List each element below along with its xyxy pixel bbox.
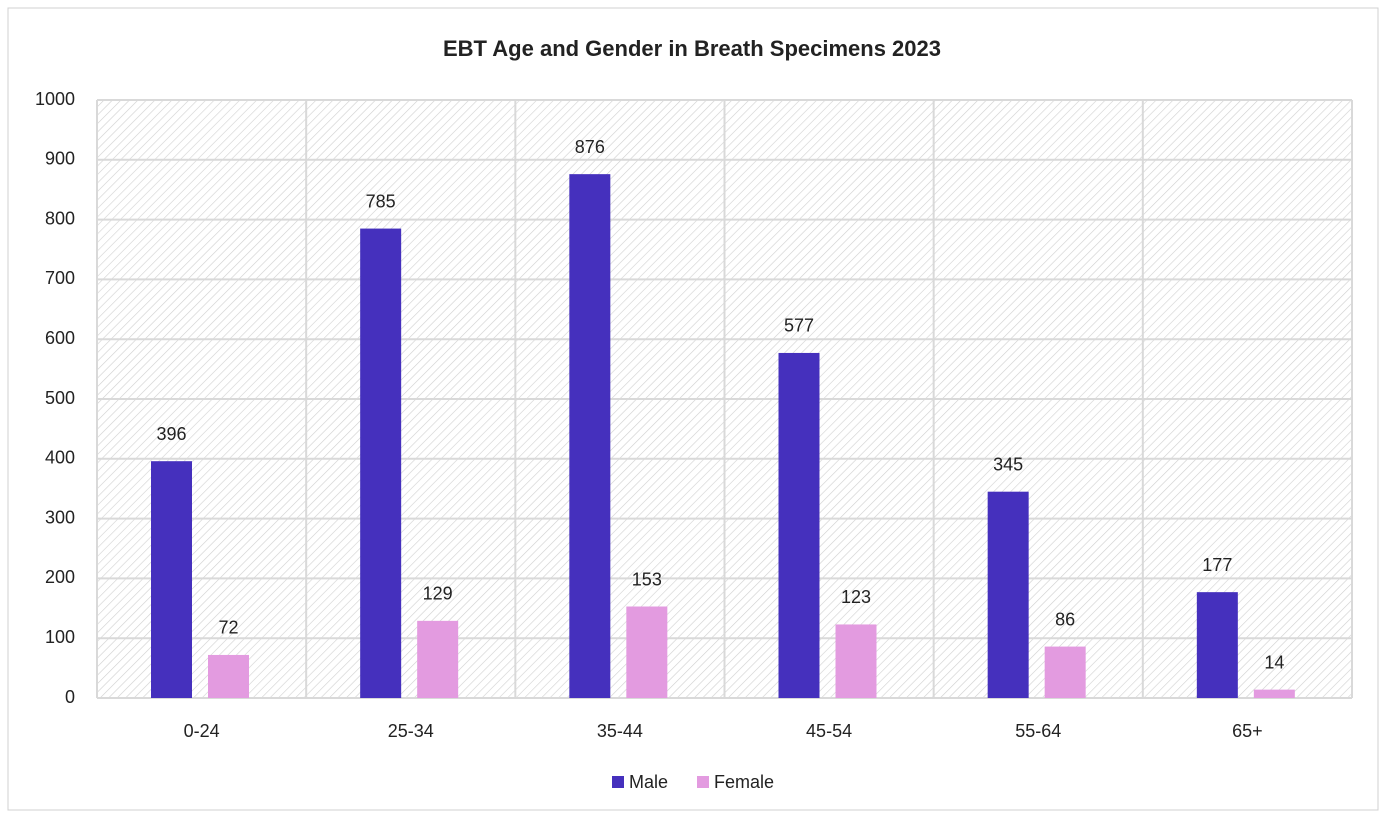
data-label: 14 bbox=[1264, 652, 1284, 672]
bar bbox=[1044, 646, 1086, 698]
y-tick-label: 700 bbox=[45, 268, 75, 288]
data-label: 129 bbox=[423, 584, 453, 604]
bar bbox=[626, 606, 668, 698]
legend-label: Male bbox=[629, 772, 668, 792]
bar bbox=[417, 620, 459, 698]
y-tick-label: 400 bbox=[45, 448, 75, 468]
legend-swatch bbox=[697, 776, 709, 788]
y-tick-label: 900 bbox=[45, 149, 75, 169]
data-label: 785 bbox=[366, 191, 396, 211]
x-tick-label: 55-64 bbox=[1015, 721, 1061, 741]
y-tick-label: 500 bbox=[45, 388, 75, 408]
x-tick-label: 45-54 bbox=[806, 721, 852, 741]
bar bbox=[1253, 689, 1295, 698]
y-tick-label: 600 bbox=[45, 328, 75, 348]
data-label: 123 bbox=[841, 587, 871, 607]
bar bbox=[835, 624, 877, 698]
y-tick-label: 200 bbox=[45, 567, 75, 587]
data-label: 72 bbox=[218, 618, 238, 638]
bar bbox=[1196, 592, 1238, 698]
x-tick-label: 0-24 bbox=[184, 721, 220, 741]
y-tick-label: 1000 bbox=[35, 89, 75, 109]
data-label: 153 bbox=[632, 569, 662, 589]
legend-label: Female bbox=[714, 772, 774, 792]
x-tick-label: 65+ bbox=[1232, 721, 1263, 741]
bar bbox=[151, 461, 192, 698]
data-label: 345 bbox=[993, 454, 1023, 474]
bar bbox=[778, 352, 820, 698]
x-tick-label: 25-34 bbox=[388, 721, 434, 741]
x-tick-label: 35-44 bbox=[597, 721, 643, 741]
bar bbox=[360, 228, 402, 698]
y-tick-label: 800 bbox=[45, 208, 75, 228]
y-tick-label: 300 bbox=[45, 507, 75, 527]
data-label: 577 bbox=[784, 316, 814, 336]
data-label: 177 bbox=[1202, 555, 1232, 575]
legend-swatch bbox=[612, 776, 624, 788]
data-label: 876 bbox=[575, 137, 605, 157]
bar bbox=[208, 654, 249, 698]
data-label: 396 bbox=[156, 424, 186, 444]
y-tick-label: 100 bbox=[45, 627, 75, 647]
data-label: 86 bbox=[1055, 609, 1075, 629]
y-tick-label: 0 bbox=[65, 687, 75, 707]
bar bbox=[569, 174, 611, 699]
chart-title: EBT Age and Gender in Breath Specimens 2… bbox=[443, 36, 941, 61]
bar bbox=[987, 491, 1029, 698]
